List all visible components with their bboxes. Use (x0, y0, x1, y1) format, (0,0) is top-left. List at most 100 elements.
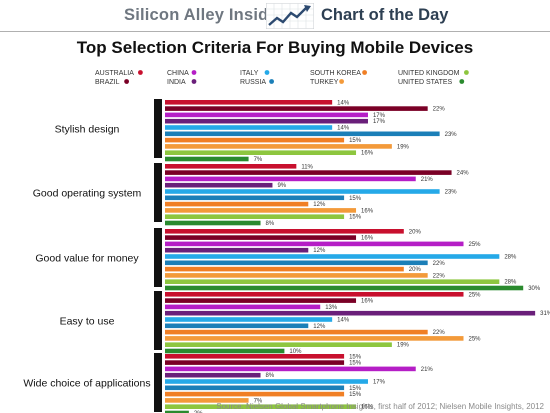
value-label: 23% (445, 190, 458, 196)
bar (165, 156, 249, 162)
bar (165, 298, 357, 303)
value-label: 24% (457, 171, 470, 177)
bar (165, 112, 368, 118)
value-label: 12% (313, 248, 326, 254)
bar (165, 201, 309, 207)
bar (165, 379, 368, 384)
bar (165, 404, 357, 409)
value-label: 22% (433, 107, 446, 113)
bar (165, 106, 428, 111)
bar (165, 329, 428, 335)
bar (165, 220, 261, 226)
value-label: 15% (349, 386, 362, 392)
bar (165, 279, 500, 284)
group-spine (154, 228, 162, 287)
bar (165, 285, 524, 291)
value-label: 17% (373, 380, 386, 386)
source-note: Source: Nielsen Global Smartphone Insigh… (216, 402, 544, 411)
legend-label: UNITED STATES (398, 79, 453, 86)
bar (165, 304, 321, 310)
category-label: Good value for money (35, 253, 139, 265)
legend-label: RUSSIA (240, 79, 266, 86)
bar (165, 354, 345, 359)
bar (165, 137, 345, 143)
value-label: 17% (373, 119, 386, 125)
value-label: 21% (421, 177, 434, 183)
value-label: 15% (349, 196, 362, 202)
bar (165, 150, 357, 155)
value-label: 15% (349, 361, 362, 367)
bar (165, 241, 464, 247)
value-label: 20% (409, 267, 422, 273)
bar (165, 336, 464, 341)
value-label: 12% (313, 324, 326, 330)
value-label: 23% (445, 132, 458, 138)
chart-of-the-day-label: Chart of the Day (321, 6, 449, 24)
legend-dot (459, 79, 465, 84)
value-label: 15% (349, 215, 362, 221)
chart-title: Top Selection Criteria For Buying Mobile… (76, 38, 474, 57)
bar (165, 125, 333, 130)
value-label: 10% (289, 349, 302, 355)
legend-label: ITALY (240, 70, 259, 77)
value-label: 7% (254, 398, 263, 404)
legend-label: BRAZIL (95, 79, 120, 86)
legend-label: TURKEY (310, 79, 339, 86)
value-label: 14% (337, 100, 350, 106)
bar (165, 247, 309, 253)
value-label: 13% (325, 305, 338, 311)
value-label: 15% (349, 392, 362, 398)
trend-chart-icon (266, 3, 314, 29)
category-label: Wide choice of applications (23, 378, 150, 390)
value-label: 15% (349, 138, 362, 144)
legend-label: AUSTRALIA (95, 70, 134, 77)
bar (165, 385, 345, 391)
value-label: 25% (469, 336, 482, 342)
value-label: 25% (469, 292, 482, 298)
group-spine (154, 291, 162, 350)
value-label: 22% (433, 330, 446, 336)
value-label: 14% (337, 126, 350, 132)
value-label: 16% (361, 208, 374, 214)
bar (165, 266, 404, 272)
value-label: 8% (266, 221, 275, 227)
bar (165, 131, 440, 137)
bar (165, 229, 404, 234)
value-label: 11% (301, 164, 313, 170)
header: Silicon Alley Insider Chart of the Day (0, 0, 550, 32)
value-label: 8% (266, 373, 275, 379)
legend-dot (339, 79, 344, 84)
legend-dot (264, 70, 270, 75)
bar (165, 372, 261, 378)
value-label: 16% (361, 236, 374, 242)
bar (165, 360, 345, 365)
value-label: 19% (397, 343, 410, 349)
group-spine (154, 353, 162, 412)
legend-dot (191, 70, 197, 75)
value-label: 25% (469, 242, 482, 248)
value-label: 9% (277, 183, 286, 189)
header-divider (0, 31, 550, 32)
legend-label: UNITED KINGDOM (398, 70, 460, 77)
legend-label: SOUTH KOREA (310, 70, 361, 77)
value-label: 17% (373, 113, 386, 119)
category-label: Stylish design (55, 124, 120, 136)
value-label: 7% (254, 157, 263, 163)
bar (165, 100, 333, 105)
bar (165, 170, 452, 175)
brand-name: Silicon Alley Insider (124, 6, 285, 24)
bar (165, 182, 273, 188)
value-label: 28% (504, 255, 517, 261)
value-label: 2% (194, 411, 203, 413)
value-label: 21% (421, 367, 434, 373)
bar (165, 254, 500, 259)
bar (165, 195, 345, 201)
category-label: Easy to use (60, 316, 115, 328)
legend-dot (269, 79, 274, 84)
bar (165, 118, 368, 124)
bar (165, 391, 345, 397)
legend-dot (191, 79, 197, 84)
value-label: 12% (313, 202, 326, 208)
bar (165, 342, 392, 347)
